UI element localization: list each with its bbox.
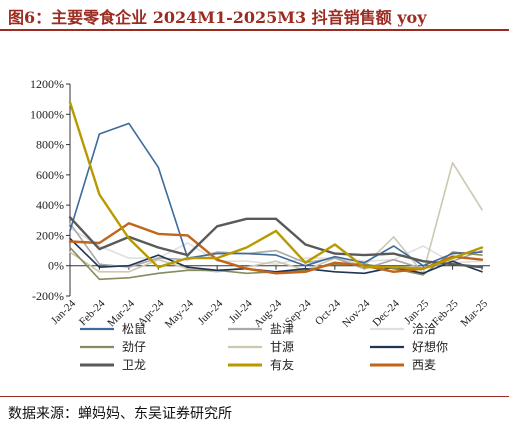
legend-item: 洽洽 — [370, 322, 436, 336]
legend-item: 西麦 — [370, 358, 436, 372]
y-tick-label: -200% — [32, 289, 64, 303]
legend-item: 松鼠 — [80, 322, 146, 336]
x-tick-label: Mar-25 — [458, 297, 490, 329]
line-chart: -200% 0% 200% 400% 600% 800% 1000% 1200% Jan-24… — [30, 77, 490, 372]
series-line-3 — [69, 227, 483, 265]
x-tick-label: Dec-24 — [370, 297, 402, 329]
legend-item: 劲仔 — [80, 340, 146, 354]
legend-item: 好想你 — [370, 339, 448, 354]
legend-label: 西麦 — [412, 358, 436, 372]
legend-label: 洽洽 — [412, 322, 436, 336]
x-tick-label: Feb-24 — [77, 297, 108, 328]
series-line-6 — [69, 237, 483, 275]
series-line-5 — [69, 161, 483, 275]
y-tick-label: 1000% — [30, 107, 64, 121]
legend-item: 甘源 — [228, 340, 294, 354]
series-line-2 — [69, 222, 483, 270]
legend-label: 好想你 — [412, 339, 448, 354]
series-line-8 — [68, 100, 484, 270]
figure-title: 图6：主要零食企业 2024M1-2025M3 抖音销售额 yoy — [8, 8, 427, 27]
title-bar: 图6：主要零食企业 2024M1-2025M3 抖音销售额 yoy — [0, 0, 509, 32]
y-tick-label: 1200% — [30, 77, 64, 91]
series-layer — [68, 100, 484, 281]
legend-label: 有友 — [270, 358, 294, 372]
source-note: 数据来源：蝉妈妈、东吴证券研究所 — [8, 406, 232, 422]
y-tick-label: 800% — [36, 138, 64, 152]
series-line-1 — [69, 122, 483, 267]
y-tick-label: 200% — [36, 228, 64, 242]
legend-item: 有友 — [228, 358, 294, 372]
x-tick-label: May-24 — [163, 297, 196, 330]
series-line-7 — [68, 216, 484, 269]
series-line-9 — [68, 222, 484, 275]
legend-label: 卫龙 — [122, 358, 146, 372]
y-tick-label: 400% — [36, 198, 64, 212]
y-axis: -200% 0% 200% 400% 600% 800% 1000% 1200% — [30, 77, 71, 303]
y-tick-label: 600% — [36, 168, 64, 182]
legend-label: 劲仔 — [122, 340, 146, 354]
legend-item: 卫龙 — [80, 358, 146, 372]
legend-label: 松鼠 — [122, 322, 146, 336]
x-tick-label: Oct-24 — [313, 297, 343, 327]
legend-label: 盐津 — [270, 322, 294, 336]
source-rule — [0, 396, 509, 397]
title-rule — [0, 29, 509, 31]
y-tick-label: 0% — [48, 259, 64, 273]
x-tick-label: Nov-24 — [340, 297, 373, 330]
legend-label: 甘源 — [270, 340, 294, 354]
legend-item: 盐津 — [228, 322, 294, 336]
x-tick-label: Jun-24 — [196, 297, 226, 327]
